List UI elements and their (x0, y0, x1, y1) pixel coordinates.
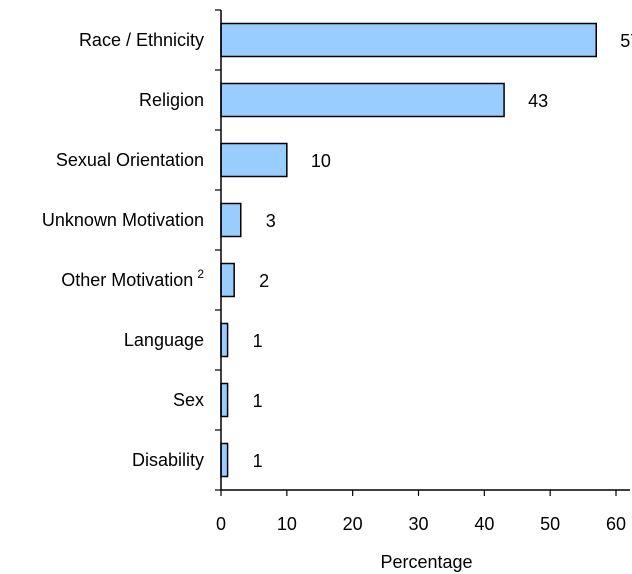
x-tick-label: 0 (216, 514, 226, 534)
x-tick-label: 30 (408, 514, 428, 534)
x-axis-title: Percentage (380, 552, 472, 572)
bar (220, 82, 505, 118)
value-label: 1 (253, 451, 263, 471)
value-label: 43 (528, 91, 548, 111)
bar (220, 382, 229, 418)
x-tick-label: 20 (343, 514, 363, 534)
value-label: 10 (311, 151, 331, 171)
category-label: Religion (139, 90, 204, 110)
value-label: 3 (266, 211, 276, 231)
category-label: Sex (173, 390, 204, 410)
category-label: Language (124, 330, 204, 350)
bar (220, 442, 229, 478)
bar (220, 322, 229, 358)
category-label: Other Motivation 2 (61, 267, 204, 290)
x-axis-ticks: 0 10 20 30 40 50 60 (215, 9, 626, 534)
category-label: Sexual Orientation (56, 150, 204, 170)
bar (220, 142, 288, 178)
value-label: 57 (620, 31, 632, 51)
x-tick-label: 50 (540, 514, 560, 534)
bar (220, 262, 235, 298)
x-tick-label: 10 (277, 514, 297, 534)
bar (220, 202, 242, 238)
bar (220, 22, 597, 58)
value-label: 2 (259, 271, 269, 291)
value-labels: 57 43 10 3 2 1 1 1 (253, 31, 632, 471)
category-labels: Race / Ethnicity Religion Sexual Orientati… (42, 30, 204, 470)
category-label: Disability (132, 450, 204, 470)
value-label: 1 (253, 331, 263, 351)
value-label: 1 (253, 391, 263, 411)
x-tick-label: 60 (606, 514, 626, 534)
category-label: Race / Ethnicity (79, 30, 204, 50)
category-label: Unknown Motivation (42, 210, 204, 230)
x-tick-label: 40 (474, 514, 494, 534)
